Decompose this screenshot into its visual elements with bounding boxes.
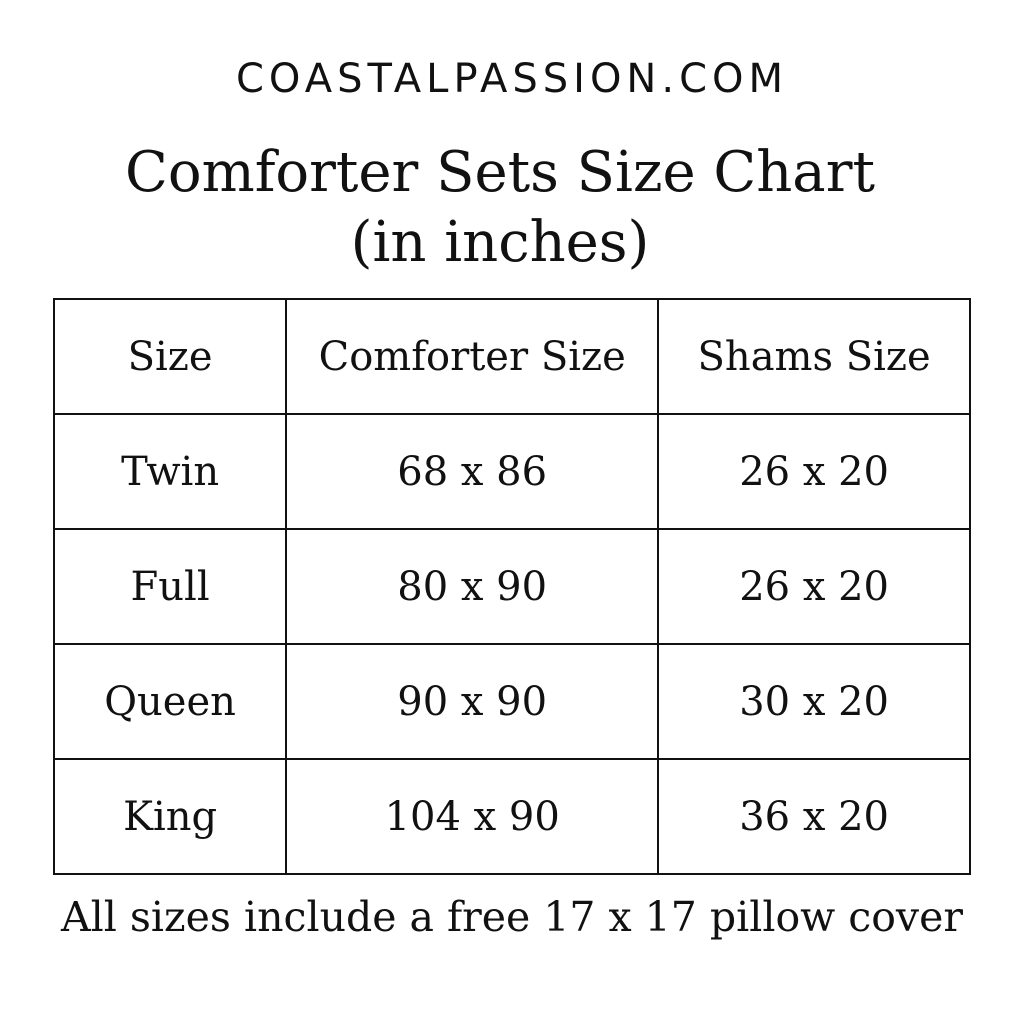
header-size: Size — [52, 298, 288, 415]
cell-comforter: 104 x 90 — [285, 758, 660, 875]
cell-shams: 30 x 20 — [657, 643, 971, 760]
cell-comforter: 90 x 90 — [285, 643, 660, 760]
table-row: Queen 90 x 90 30 x 20 — [52, 643, 971, 760]
table-row: Twin 68 x 86 26 x 20 — [52, 413, 971, 530]
table-header-row: Size Comforter Size Shams Size — [52, 298, 971, 415]
cell-size: Queen — [52, 643, 288, 760]
cell-size: King — [52, 758, 288, 875]
table-row: King 104 x 90 36 x 20 — [52, 758, 971, 875]
cell-size: Full — [52, 528, 288, 645]
header-shams-size: Shams Size — [657, 298, 971, 415]
size-table: Size Comforter Size Shams Size Twin 68 x… — [52, 298, 971, 875]
page-title: Comforter Sets Size Chart (in inches) — [0, 138, 1000, 278]
cell-shams: 26 x 20 — [657, 528, 971, 645]
cell-comforter: 80 x 90 — [285, 528, 660, 645]
cell-shams: 26 x 20 — [657, 413, 971, 530]
title-line-1: Comforter Sets Size Chart — [125, 140, 875, 205]
cell-shams: 36 x 20 — [657, 758, 971, 875]
header-comforter-size: Comforter Size — [285, 298, 660, 415]
brand-name: COASTALPASSION.COM — [236, 56, 788, 102]
cell-comforter: 68 x 86 — [285, 413, 660, 530]
cell-size: Twin — [52, 413, 288, 530]
table-row: Full 80 x 90 26 x 20 — [52, 528, 971, 645]
title-line-2: (in inches) — [350, 210, 650, 275]
footer-note: All sizes include a free 17 x 17 pillow … — [61, 893, 963, 941]
